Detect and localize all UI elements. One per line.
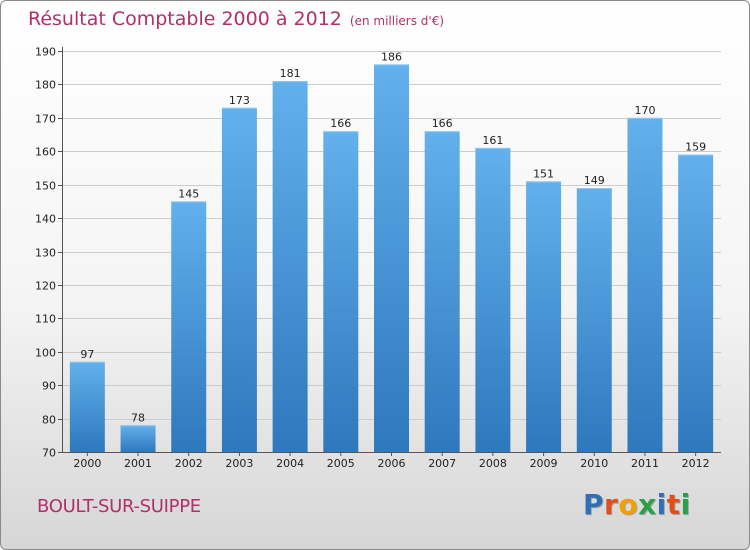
logo-letter: P bbox=[583, 488, 605, 521]
proxiti-logo: Proxiti bbox=[583, 488, 691, 521]
bar bbox=[69, 361, 105, 452]
x-tick-label: 2007 bbox=[428, 457, 456, 470]
logo-letter: x bbox=[638, 488, 657, 521]
bar bbox=[678, 154, 714, 452]
logo-letter: i bbox=[680, 488, 691, 521]
bar bbox=[576, 188, 612, 452]
bar-value-label: 186 bbox=[381, 50, 402, 63]
bar-value-label: 151 bbox=[533, 167, 554, 180]
logo-letter: r bbox=[604, 488, 619, 521]
y-tick-label: 190 bbox=[35, 46, 56, 59]
y-tick-label: 120 bbox=[35, 280, 56, 293]
x-tick-label: 2003 bbox=[225, 457, 253, 470]
bar bbox=[272, 81, 308, 452]
bar bbox=[374, 64, 409, 452]
y-tick-label: 90 bbox=[42, 380, 56, 393]
bar bbox=[526, 181, 562, 452]
bar bbox=[424, 131, 460, 452]
y-tick-label: 160 bbox=[35, 146, 56, 159]
y-tick-label: 110 bbox=[35, 313, 56, 326]
y-tick-label: 100 bbox=[35, 347, 56, 360]
logo-letter: t bbox=[666, 488, 681, 521]
bar bbox=[120, 425, 156, 452]
bar-value-label: 181 bbox=[280, 67, 301, 80]
x-tick-label: 2009 bbox=[530, 457, 558, 470]
bar-value-label: 161 bbox=[482, 134, 503, 147]
x-tick-label: 2008 bbox=[479, 457, 507, 470]
bar bbox=[323, 131, 359, 452]
bar-value-label: 166 bbox=[432, 117, 453, 130]
x-tick-label: 2005 bbox=[327, 457, 355, 470]
y-tick-label: 170 bbox=[35, 113, 56, 126]
chart-title-text: Résultat Comptable 2000 à 2012 bbox=[28, 8, 342, 30]
bar-value-label: 78 bbox=[131, 411, 145, 424]
bar-value-label: 170 bbox=[634, 104, 655, 117]
y-tick-label: 150 bbox=[35, 180, 56, 193]
y-tick-label: 180 bbox=[35, 79, 56, 92]
y-tick-label: 80 bbox=[42, 414, 56, 427]
x-tick-label: 2002 bbox=[175, 457, 203, 470]
bar-value-label: 97 bbox=[80, 348, 94, 361]
x-tick-label: 2012 bbox=[682, 457, 710, 470]
bar-value-label: 159 bbox=[685, 141, 706, 154]
location-label: BOULT-SUR-SUIPPE bbox=[37, 496, 201, 517]
x-tick-label: 2000 bbox=[73, 457, 101, 470]
x-tick-label: 2011 bbox=[631, 457, 659, 470]
bar-value-label: 145 bbox=[178, 187, 199, 200]
bar bbox=[475, 147, 511, 453]
x-tick-label: 2006 bbox=[378, 457, 406, 470]
x-tick-label: 2004 bbox=[276, 457, 304, 470]
chart-title: Résultat Comptable 2000 à 2012 (en millie… bbox=[28, 8, 444, 30]
bar bbox=[171, 201, 207, 452]
x-tick-label: 2010 bbox=[580, 457, 608, 470]
bar bbox=[221, 107, 257, 452]
x-tick-label: 2001 bbox=[124, 457, 152, 470]
bar-value-label: 173 bbox=[229, 94, 250, 107]
y-tick-label: 130 bbox=[35, 247, 56, 260]
bar bbox=[627, 117, 663, 452]
bar-value-label: 166 bbox=[330, 117, 351, 130]
logo-letter: i bbox=[656, 488, 667, 521]
bar-value-label: 149 bbox=[584, 174, 605, 187]
chart-unit: (en milliers d'€) bbox=[349, 14, 445, 28]
y-tick-label: 140 bbox=[35, 213, 56, 226]
logo-letter: o bbox=[618, 488, 639, 521]
y-tick-label: 70 bbox=[42, 447, 56, 460]
